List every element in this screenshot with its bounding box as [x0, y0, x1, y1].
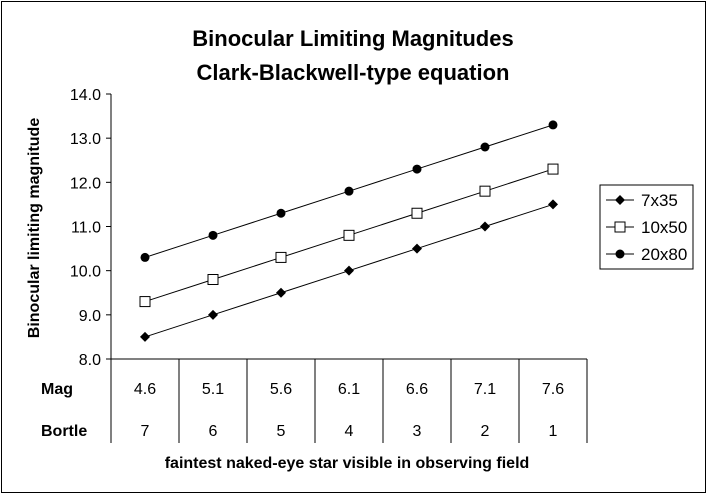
- plot-area: 8.0 9.0 10.0 11.0 12.0 13.0 14.0 Mag 4.6 5.1 5.6 6.…: [41, 87, 694, 443]
- legend: 7x35 10x50 20x80: [599, 184, 694, 270]
- chart-title-line-1: Binocular Limiting Magnitudes: [192, 26, 513, 51]
- legend-entry: 20x80: [641, 245, 687, 264]
- data-point: [480, 142, 490, 152]
- y-tick-label: 10.0: [70, 264, 101, 281]
- data-point: [208, 309, 218, 320]
- legend-entry: 7x35: [641, 191, 678, 210]
- table-row-label: Mag: [41, 381, 73, 398]
- chart-title-line-2: Clark-Blackwell-type equation: [197, 60, 510, 85]
- data-point: [207, 274, 219, 285]
- data-point: [548, 120, 558, 130]
- table-cell: 1: [549, 423, 558, 440]
- table-cell: 2: [481, 423, 490, 440]
- data-point: [140, 252, 150, 262]
- y-tick-label: 14.0: [70, 87, 101, 104]
- table-cell: 5.1: [202, 381, 224, 398]
- data-point: [479, 185, 491, 197]
- table-cell: 5: [277, 423, 286, 440]
- table-cell: 6.6: [406, 381, 428, 398]
- x-axis-label: faintest naked-eye star visible in obser…: [165, 455, 530, 472]
- data-point: [480, 221, 490, 232]
- table-row-label: Bortle: [41, 423, 87, 440]
- data-point: [547, 163, 559, 175]
- table-cell: 4: [345, 423, 354, 440]
- series-20x80: [140, 120, 558, 262]
- y-axis-label: Binocular limiting magnitude: [26, 118, 43, 339]
- y-tick-label: 8.0: [79, 352, 101, 369]
- y-tick-label: 9.0: [79, 308, 101, 325]
- legend-marker: [615, 249, 625, 259]
- data-point: [275, 251, 287, 263]
- table-cell: 4.6: [134, 381, 156, 398]
- data-point: [548, 199, 558, 210]
- series-7x35: [140, 199, 558, 342]
- table-cell: 7.6: [542, 381, 564, 398]
- data-point: [140, 331, 150, 342]
- table-cell: 6.1: [338, 381, 360, 398]
- data-point: [344, 265, 354, 276]
- table-cell: 7.1: [474, 381, 496, 398]
- data-point: [276, 208, 286, 218]
- table-cell: 6: [209, 423, 218, 440]
- y-tick-label: 13.0: [70, 131, 101, 148]
- data-point: [411, 207, 423, 219]
- legend-marker: [615, 195, 625, 205]
- data-point: [276, 287, 286, 298]
- y-tick-label: 12.0: [70, 175, 101, 192]
- legend-marker: [614, 221, 626, 233]
- legend-entry: 10x50: [641, 218, 687, 237]
- data-point: [343, 229, 355, 241]
- table-cell: 7: [141, 423, 150, 440]
- series-10x50: [139, 163, 559, 308]
- data-point: [208, 230, 218, 240]
- data-point: [344, 186, 354, 196]
- data-point: [412, 243, 422, 254]
- table-cell: 3: [413, 423, 422, 440]
- data-point: [139, 296, 151, 308]
- y-tick-label: 11.0: [71, 220, 101, 237]
- table-cell: 5.6: [270, 381, 292, 398]
- data-point: [412, 164, 422, 174]
